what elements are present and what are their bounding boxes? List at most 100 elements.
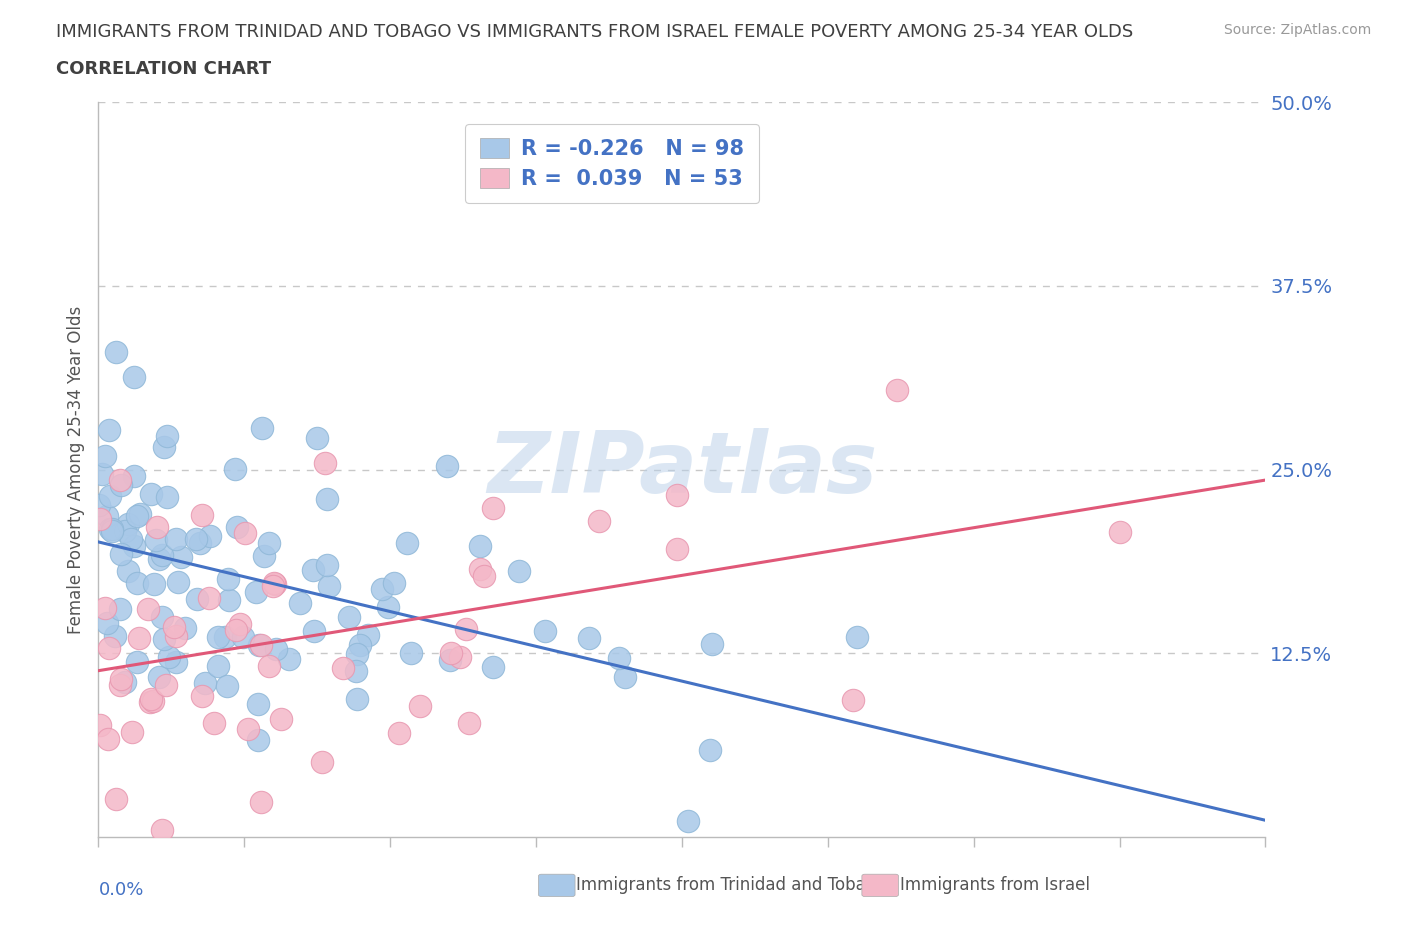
Immigrants from Trinidad and Tobago — [173, 620, 195, 635]
Y-axis label: Female Poverty Among 25-34 Year Olds: Female Poverty Among 25-34 Year Olds — [66, 306, 84, 633]
Immigrants from Trinidad and Tobago — [224, 461, 246, 476]
Immigrants from Trinidad and Tobago — [207, 658, 229, 673]
Immigrants from Trinidad and Tobago — [226, 520, 249, 535]
Immigrants from Israel — [155, 678, 177, 693]
Immigrants from Trinidad and Tobago — [481, 659, 503, 674]
Immigrants from Israel — [146, 520, 169, 535]
Immigrants from Trinidad and Tobago — [114, 524, 136, 538]
Immigrants from Trinidad and Tobago — [316, 492, 339, 507]
Immigrants from Trinidad and Tobago — [125, 509, 148, 524]
Immigrants from Israel — [204, 715, 226, 730]
Immigrants from Israel — [440, 645, 463, 660]
Immigrants from Trinidad and Tobago — [337, 610, 360, 625]
Immigrants from Trinidad and Tobago — [98, 489, 121, 504]
Immigrants from Trinidad and Tobago — [122, 469, 145, 484]
Immigrants from Trinidad and Tobago — [122, 538, 145, 553]
Immigrants from Israel — [163, 619, 186, 634]
Immigrants from Israel — [236, 722, 259, 737]
Immigrants from Trinidad and Tobago — [533, 624, 555, 639]
Immigrants from Trinidad and Tobago — [578, 631, 600, 645]
Immigrants from Trinidad and Tobago — [96, 616, 118, 631]
Immigrants from Israel — [270, 711, 292, 726]
Immigrants from Israel — [250, 794, 273, 809]
Immigrants from Israel — [191, 689, 214, 704]
Immigrants from Trinidad and Tobago — [108, 602, 131, 617]
Immigrants from Israel — [233, 526, 256, 541]
Immigrants from Trinidad and Tobago — [96, 509, 118, 524]
Immigrants from Trinidad and Tobago — [139, 486, 162, 501]
Immigrants from Israel — [89, 512, 111, 526]
Immigrants from Trinidad and Tobago — [145, 533, 167, 548]
Immigrants from Trinidad and Tobago — [120, 532, 142, 547]
Text: 0.0%: 0.0% — [98, 881, 143, 899]
Immigrants from Israel — [470, 562, 492, 577]
Immigrants from Israel — [314, 455, 336, 470]
Immigrants from Trinidad and Tobago — [349, 638, 371, 653]
Immigrants from Trinidad and Tobago — [356, 628, 378, 643]
Immigrants from Trinidad and Tobago — [264, 642, 287, 657]
Immigrants from Trinidad and Tobago — [307, 431, 329, 445]
Immigrants from Trinidad and Tobago — [382, 575, 405, 590]
Immigrants from Trinidad and Tobago — [207, 630, 229, 644]
Immigrants from Trinidad and Tobago — [194, 675, 217, 690]
Immigrants from Trinidad and Tobago — [157, 650, 180, 665]
Immigrants from Israel — [108, 472, 131, 487]
Immigrants from Trinidad and Tobago — [122, 370, 145, 385]
Immigrants from Trinidad and Tobago — [316, 558, 339, 573]
Immigrants from Trinidad and Tobago — [98, 521, 121, 536]
Immigrants from Israel — [94, 601, 117, 616]
Immigrants from Israel — [136, 601, 159, 616]
Immigrants from Israel — [110, 671, 132, 686]
Text: CORRELATION CHART: CORRELATION CHART — [56, 60, 271, 78]
Immigrants from Trinidad and Tobago — [396, 536, 419, 551]
Immigrants from Israel — [89, 718, 111, 733]
Immigrants from Trinidad and Tobago — [101, 522, 124, 537]
Immigrants from Trinidad and Tobago — [165, 655, 187, 670]
Immigrants from Israel — [97, 732, 120, 747]
Immigrants from Israel — [142, 694, 165, 709]
Immigrants from Israel — [191, 508, 214, 523]
Immigrants from Israel — [264, 577, 287, 591]
Immigrants from Israel — [332, 660, 354, 675]
Immigrants from Trinidad and Tobago — [156, 490, 179, 505]
Immigrants from Trinidad and Tobago — [91, 466, 114, 481]
Immigrants from Trinidad and Tobago — [217, 572, 239, 587]
Immigrants from Israel — [139, 692, 162, 707]
Immigrants from Trinidad and Tobago — [214, 630, 236, 644]
Immigrants from Israel — [311, 754, 333, 769]
Immigrants from Trinidad and Tobago — [250, 420, 273, 435]
Immigrants from Israel — [128, 631, 150, 645]
Immigrants from Israel — [139, 695, 162, 710]
Immigrants from Trinidad and Tobago — [150, 548, 173, 563]
Immigrants from Israel — [481, 500, 503, 515]
Immigrants from Trinidad and Tobago — [218, 592, 240, 607]
Immigrants from Israel — [449, 649, 471, 664]
Immigrants from Trinidad and Tobago — [169, 549, 191, 564]
Immigrants from Trinidad and Tobago — [247, 732, 270, 747]
Legend: R = -0.226   N = 98, R =  0.039   N = 53: R = -0.226 N = 98, R = 0.039 N = 53 — [465, 124, 759, 204]
Immigrants from Trinidad and Tobago — [165, 532, 187, 547]
Immigrants from Trinidad and Tobago — [614, 670, 637, 684]
Immigrants from Israel — [250, 638, 273, 653]
Immigrants from Trinidad and Tobago — [318, 578, 340, 593]
Immigrants from Trinidad and Tobago — [377, 600, 399, 615]
Immigrants from Trinidad and Tobago — [167, 575, 190, 590]
Immigrants from Trinidad and Tobago — [215, 679, 238, 694]
Immigrants from Trinidad and Tobago — [346, 646, 368, 661]
Immigrants from Israel — [105, 791, 128, 806]
Immigrants from Trinidad and Tobago — [89, 498, 111, 512]
Immigrants from Israel — [388, 725, 411, 740]
Text: Source: ZipAtlas.com: Source: ZipAtlas.com — [1223, 23, 1371, 37]
Immigrants from Trinidad and Tobago — [148, 670, 170, 684]
Text: IMMIGRANTS FROM TRINIDAD AND TOBAGO VS IMMIGRANTS FROM ISRAEL FEMALE POVERTY AMO: IMMIGRANTS FROM TRINIDAD AND TOBAGO VS I… — [56, 23, 1133, 41]
Immigrants from Trinidad and Tobago — [93, 448, 115, 463]
Immigrants from Trinidad and Tobago — [142, 577, 165, 591]
Immigrants from Trinidad and Tobago — [247, 637, 270, 652]
Immigrants from Trinidad and Tobago — [302, 563, 325, 578]
Immigrants from Trinidad and Tobago — [97, 422, 120, 437]
Immigrants from Israel — [454, 621, 477, 636]
Immigrants from Israel — [165, 629, 187, 644]
Immigrants from Israel — [458, 715, 481, 730]
Immigrants from Trinidad and Tobago — [184, 532, 207, 547]
Immigrants from Trinidad and Tobago — [246, 697, 269, 711]
